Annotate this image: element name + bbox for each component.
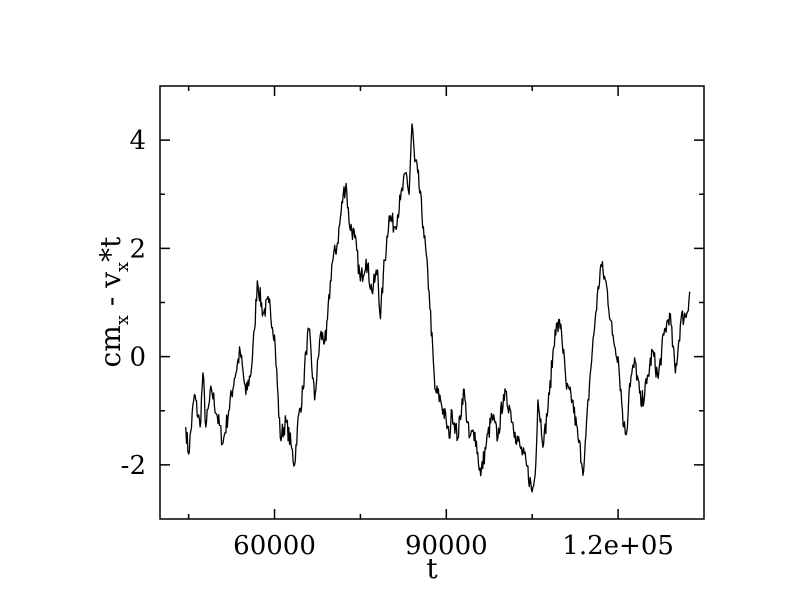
- x-axis-label: t: [426, 552, 438, 585]
- y-tick-label: 0: [129, 343, 146, 373]
- plot-frame: [159, 85, 705, 520]
- series-line: [185, 123, 691, 493]
- x-tick-label: 1.2e+05: [562, 531, 674, 561]
- y-tick-label: -2: [121, 451, 146, 481]
- y-axis-label: cmx - vx*t: [94, 236, 133, 368]
- x-tick-label: 60000: [233, 531, 316, 561]
- axis-ticks: [160, 86, 704, 519]
- x-tick-label: 90000: [405, 531, 488, 561]
- y-tick-label: 4: [129, 126, 146, 156]
- y-tick-label: 2: [129, 234, 146, 264]
- axis-tick-labels: 60000 90000 1.2e+05 -2 0 2 4: [121, 126, 674, 561]
